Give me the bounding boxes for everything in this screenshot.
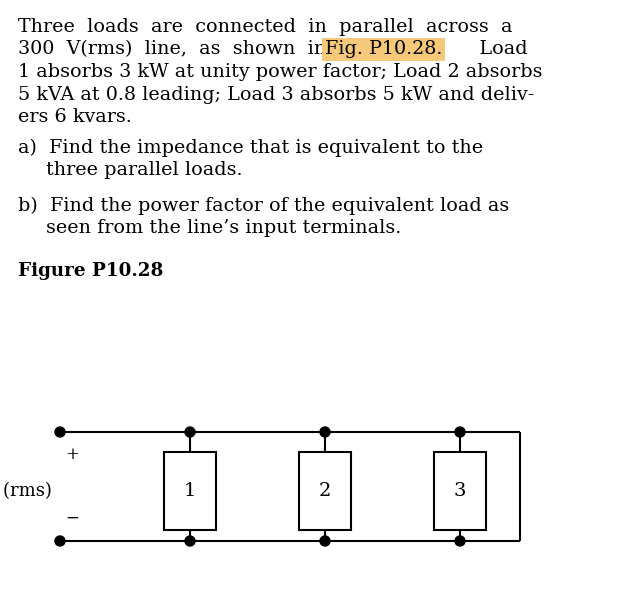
Text: 1 absorbs 3 kW at unity power factor; Load 2 absorbs: 1 absorbs 3 kW at unity power factor; Lo… <box>18 63 543 81</box>
Text: ers 6 kvars.: ers 6 kvars. <box>18 108 132 126</box>
Circle shape <box>185 536 195 546</box>
Circle shape <box>185 427 195 437</box>
Text: 3: 3 <box>454 482 466 500</box>
Text: 300  V(rms)  line,  as  shown  in                         Load: 300 V(rms) line, as shown in Load <box>18 41 528 59</box>
Text: 2: 2 <box>319 482 331 500</box>
Text: 300 V (rms): 300 V (rms) <box>0 482 52 501</box>
Circle shape <box>320 536 330 546</box>
Bar <box>164 452 216 530</box>
Text: 5 kVA at 0.8 leading; Load 3 absorbs 5 kW and deliv-: 5 kVA at 0.8 leading; Load 3 absorbs 5 k… <box>18 86 534 103</box>
Text: +: + <box>65 446 79 463</box>
Text: three parallel loads.: three parallel loads. <box>46 161 242 179</box>
Text: seen from the line’s input terminals.: seen from the line’s input terminals. <box>46 219 401 238</box>
Bar <box>434 452 486 530</box>
Circle shape <box>455 427 465 437</box>
Text: 1: 1 <box>184 482 196 500</box>
Circle shape <box>55 427 65 437</box>
Text: Three  loads  are  connected  in  parallel  across  a: Three loads are connected in parallel ac… <box>18 18 512 36</box>
Circle shape <box>320 427 330 437</box>
Text: b)  Find the power factor of the equivalent load as: b) Find the power factor of the equivale… <box>18 197 509 215</box>
Text: Fig. P10.28.: Fig. P10.28. <box>325 41 442 59</box>
Circle shape <box>455 536 465 546</box>
Text: a)  Find the impedance that is equivalent to the: a) Find the impedance that is equivalent… <box>18 138 483 157</box>
Bar <box>299 452 351 530</box>
Text: Figure P10.28: Figure P10.28 <box>18 262 163 280</box>
Text: −: − <box>65 510 79 527</box>
Circle shape <box>55 536 65 546</box>
